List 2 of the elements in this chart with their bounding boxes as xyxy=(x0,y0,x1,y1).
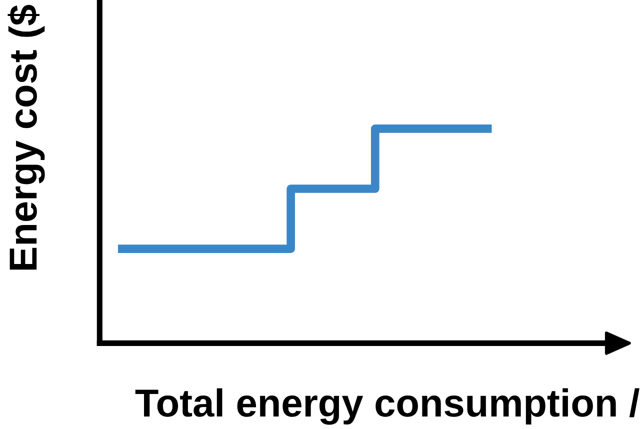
x-axis-title: Total energy consumption / xyxy=(135,388,640,425)
y-axis-title: Energy cost ($ xyxy=(8,4,45,270)
